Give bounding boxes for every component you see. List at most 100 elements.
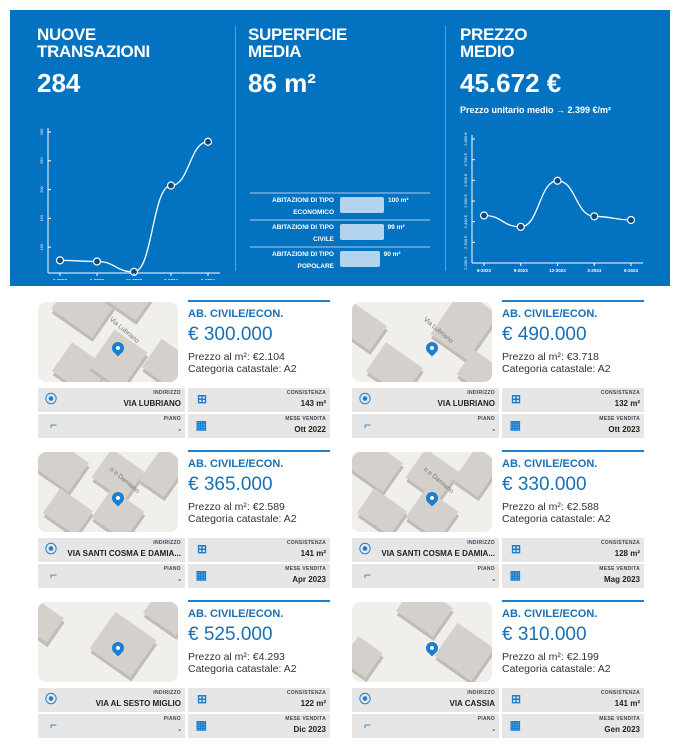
map-building: [352, 452, 403, 492]
bar-row: ABITAZIONI DI TIPO CIVILE 99 m²: [250, 219, 430, 245]
price-block: PREZZO MEDIO 45.672 € Prezzo unitario med…: [460, 26, 611, 115]
bar-value: 100 m²: [388, 197, 409, 204]
floor-label: PIANO: [477, 416, 495, 422]
sale-month-cell: ▦ MESE VENDITA Mag 2023: [502, 564, 644, 588]
listing-map[interactable]: Via Lubriano: [38, 302, 178, 382]
listing-card[interactable]: o e Damiano AB. CIVILE/ECON. € 330.000 P…: [350, 450, 646, 590]
transactions-chart: 100 150 200 250 300 6-2023 9-2023 12-2023 3-2024…: [39, 128, 220, 280]
data-point: [479, 211, 489, 220]
address-label: INDIRIZZO: [153, 390, 181, 396]
listing-map[interactable]: [352, 602, 492, 682]
sale-month-value: Apr 2023: [292, 575, 326, 584]
y-tick-label: 2.300 €: [463, 235, 468, 249]
sale-month-label: MESE VENDITA: [599, 566, 640, 572]
bar: [340, 197, 384, 213]
listing-card[interactable]: AB. CIVILE/ECON. € 525.000 Prezzo al m²:…: [36, 600, 332, 740]
floorplan-icon: ⊞: [510, 692, 521, 706]
stairs-icon: ⌐: [49, 418, 57, 432]
x-tick-label: 12-2023: [549, 268, 566, 273]
listing-type: AB. CIVILE/ECON.: [502, 458, 598, 470]
listing-map[interactable]: o e Damiano: [352, 452, 492, 532]
floor-label: PIANO: [163, 416, 181, 422]
map-building: [139, 452, 178, 497]
divider: [235, 26, 236, 271]
location-icon: ⦿: [45, 392, 58, 406]
floor-cell: ⌐ PIANO -: [38, 714, 185, 738]
surface-title: SUPERFICIE: [248, 25, 348, 44]
price-per-sqm: Prezzo al m²: €4.293: [188, 651, 285, 663]
y-tick-label: 250: [39, 157, 44, 164]
floor-cell: ⌐ PIANO -: [38, 564, 185, 588]
price-per-sqm: Prezzo al m²: €3.718: [502, 351, 599, 363]
size-cell: ⊞ CONSISTENZA 143 m²: [188, 388, 330, 412]
size-value: 141 m²: [614, 699, 640, 708]
bar-row: ABITAZIONI DI TIPO POPOLARE 90 m²: [250, 246, 430, 272]
size-cell: ⊞ CONSISTENZA 141 m²: [188, 538, 330, 562]
calendar-icon: ▦: [195, 718, 207, 732]
calendar-icon: ▦: [195, 418, 207, 432]
floorplan-icon: ⊞: [196, 692, 207, 706]
address-value: VIA SANTI COSMA E DAMIA...: [381, 549, 495, 558]
size-label: CONSISTENZA: [600, 390, 640, 396]
y-tick-label: 150: [39, 214, 44, 221]
price-per-sqm: Prezzo al m²: €2.199: [502, 651, 599, 663]
x-tick-label: 9-2023: [90, 278, 105, 280]
floor-label: PIANO: [163, 566, 181, 572]
address-label: INDIRIZZO: [153, 540, 181, 546]
bar-value: 90 m²: [383, 251, 401, 258]
sale-month-cell: ▦ MESE VENDITA Apr 2023: [188, 564, 330, 588]
listing-map[interactable]: [38, 602, 178, 682]
size-label: CONSISTENZA: [286, 390, 326, 396]
size-label: CONSISTENZA: [286, 690, 326, 696]
listing-details: AB. CIVILE/ECON. € 310.000 Prezzo al m²:…: [502, 600, 644, 675]
sale-month-cell: ▦ MESE VENDITA Gen 2023: [502, 714, 644, 738]
y-tick-label: 2.400 €: [463, 214, 468, 228]
listing-price: € 525.000: [188, 624, 273, 645]
floor-value: -: [178, 725, 181, 734]
surface-block: SUPERFICIE MEDIA 86 m²: [248, 26, 347, 99]
stairs-icon: ⌐: [363, 418, 371, 432]
location-icon: ⦿: [45, 692, 58, 706]
y-tick-label: 2.600 €: [463, 173, 468, 187]
listing-map[interactable]: Via Lubriano: [352, 302, 492, 382]
calendar-icon: ▦: [195, 568, 207, 582]
listing-card[interactable]: Via Lubriano AB. CIVILE/ECON. € 300.000 …: [36, 300, 332, 440]
stairs-icon: ⌐: [363, 718, 371, 732]
address-cell: ⦿ INDIRIZZO VIA AL SESTO MIGLIO: [38, 688, 185, 712]
sale-month-cell: ▦ MESE VENDITA Ott 2023: [502, 414, 644, 438]
sale-month-label: MESE VENDITA: [285, 566, 326, 572]
x-tick-label: 6-2023: [53, 278, 68, 280]
size-value: 141 m²: [300, 549, 326, 558]
map-building: [38, 452, 89, 492]
floorplan-icon: ⊞: [196, 542, 207, 556]
listing-card[interactable]: Via Lubriano AB. CIVILE/ECON. € 490.000 …: [350, 300, 646, 440]
size-value: 128 m²: [614, 549, 640, 558]
transactions-title: NUOVE: [37, 25, 96, 44]
data-point: [516, 222, 525, 231]
transactions-block: NUOVE TRANSAZIONI 284: [37, 26, 150, 99]
floor-value: -: [178, 425, 181, 434]
floorplan-icon: ⊞: [510, 542, 521, 556]
listing-type: AB. CIVILE/ECON.: [188, 308, 284, 320]
address-cell: ⦿ INDIRIZZO VIA LUBRIANO: [352, 388, 499, 412]
x-tick-label: 3-2024: [164, 278, 179, 280]
x-tick-label: 3-2024: [587, 268, 602, 273]
y-tick-label: 2.800 €: [463, 132, 468, 146]
listing-type: AB. CIVILE/ECON.: [188, 608, 284, 620]
address-value: VIA LUBRIANO: [123, 399, 181, 408]
calendar-icon: ▦: [509, 568, 521, 582]
listing-card[interactable]: o e Damiano AB. CIVILE/ECON. € 365.000 P…: [36, 450, 332, 590]
sale-month-value: Gen 2023: [604, 725, 640, 734]
stairs-icon: ⌐: [363, 568, 371, 582]
y-tick-label: 2.500 €: [463, 194, 468, 208]
location-icon: ⦿: [359, 542, 372, 556]
price-per-sqm: Prezzo al m²: €2.588: [502, 501, 599, 513]
floorplan-icon: ⊞: [510, 392, 521, 406]
listing-price: € 330.000: [502, 474, 587, 495]
map-building: [352, 303, 387, 351]
listing-card[interactable]: AB. CIVILE/ECON. € 310.000 Prezzo al m²:…: [350, 600, 646, 740]
cadastral-category: Categoria catastale: A2: [188, 513, 297, 525]
floor-label: PIANO: [163, 716, 181, 722]
listing-map[interactable]: o e Damiano: [38, 452, 178, 532]
cadastral-category: Categoria catastale: A2: [502, 663, 611, 675]
